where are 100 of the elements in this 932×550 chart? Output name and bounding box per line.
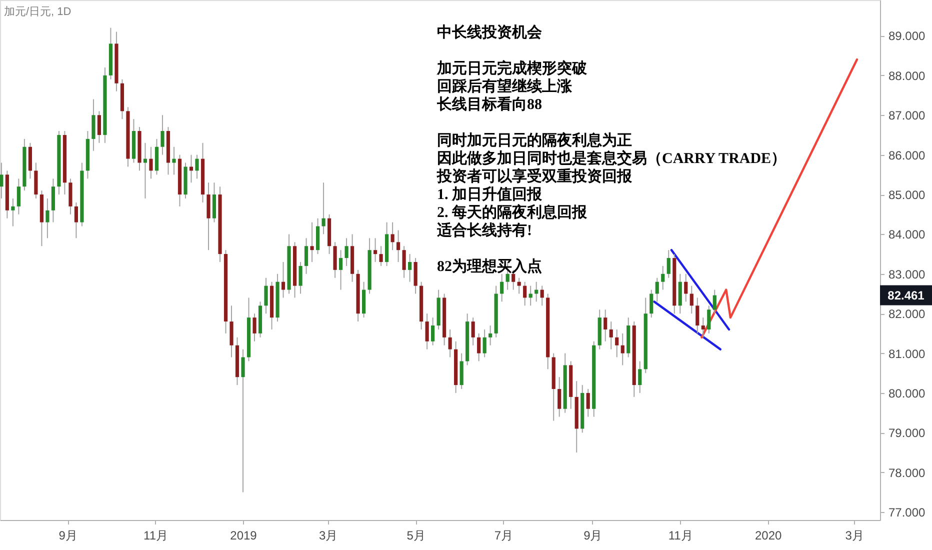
candlestick — [230, 305, 234, 358]
x-tick-label: 3月 — [845, 528, 864, 542]
candlestick — [517, 277, 521, 294]
candlestick — [310, 222, 314, 262]
candlestick — [471, 317, 475, 346]
x-tick-label: 2019 — [230, 528, 258, 542]
y-tick-label: 89.000 — [888, 29, 926, 44]
candlestick — [16, 178, 20, 215]
y-tick-label: 78.000 — [888, 466, 926, 480]
candlestick — [298, 261, 302, 294]
candlestick — [172, 146, 176, 176]
candlestick — [322, 182, 326, 235]
x-tick-label: 11月 — [668, 528, 693, 542]
candlestick — [316, 218, 320, 255]
candlestick — [604, 309, 608, 342]
candlestick — [528, 285, 532, 306]
candlestick — [696, 297, 700, 334]
text: 加元/日元, 1D — [4, 5, 72, 18]
candlestick — [523, 281, 527, 306]
candlestick — [488, 324, 492, 346]
candlestick — [396, 230, 400, 262]
candlestick — [414, 258, 418, 294]
candlestick — [477, 332, 481, 362]
annotation: 2. 每天的隔夜利息回报 — [437, 203, 588, 221]
candlestick — [661, 265, 665, 290]
y-tick-label: 83.000 — [888, 267, 926, 282]
x-tick-label: 9月 — [584, 528, 602, 542]
text: 82.461 — [888, 288, 925, 302]
candlestick — [379, 246, 383, 266]
candlestick — [46, 198, 50, 239]
candlestick — [338, 250, 343, 290]
annotation: 回踩后有望继续上涨 — [437, 77, 573, 95]
y-tick-label: 86.000 — [888, 148, 926, 162]
candlestick — [11, 198, 15, 227]
candlestick — [666, 250, 670, 278]
candlestick — [402, 246, 406, 278]
candlestick — [74, 202, 78, 239]
candlestick — [390, 222, 394, 251]
candlestick — [97, 110, 102, 144]
candlestick — [304, 238, 308, 274]
candlestick — [650, 289, 654, 318]
annotation: 适合长线持有! — [436, 222, 532, 239]
candlestick — [609, 321, 613, 350]
annotation: 82为理想买入点 — [437, 258, 542, 275]
y-tick-label: 81.000 — [888, 346, 926, 361]
annotation: 中长线投资机会 — [437, 24, 543, 41]
candlestick — [690, 285, 694, 314]
x-tick-label: 3月 — [319, 528, 338, 542]
candlestick — [0, 162, 4, 199]
x-tick-label: 7月 — [494, 528, 514, 542]
y-tick-label: 88.000 — [888, 68, 926, 83]
x-tick-label: 2020 — [754, 528, 782, 542]
candlestick — [252, 313, 256, 342]
annotation: 因此做多加日同时也是套息交易（CARRY TRADE） — [437, 149, 786, 167]
candlestick — [154, 138, 159, 176]
annotation: 同时加元日元的隔夜利息为正 — [437, 131, 632, 149]
candlestick — [701, 317, 705, 338]
candlestick — [408, 254, 412, 282]
candlestick — [264, 277, 268, 314]
candlestick — [500, 273, 504, 302]
x-tick-label: 9月 — [58, 528, 78, 542]
candlestick — [212, 182, 216, 223]
candlestick — [540, 285, 544, 306]
candlestick — [615, 328, 619, 358]
candlestick — [92, 98, 96, 152]
candlestick — [34, 162, 38, 199]
annotation: 长线目标看向88 — [436, 96, 542, 113]
candlestick — [586, 388, 590, 418]
candlestick — [448, 328, 452, 358]
candlestick — [431, 317, 435, 346]
candlestick — [655, 277, 659, 302]
y-tick-label: 87.000 — [888, 108, 926, 123]
y-tick-label: 84.000 — [888, 228, 926, 242]
candlestick — [160, 114, 164, 156]
candlestick — [28, 142, 32, 180]
candlestick — [333, 242, 337, 278]
y-tick-label: 77.000 — [888, 506, 926, 520]
annotation: 加元日元完成楔形突破 — [436, 59, 588, 77]
candlestick — [281, 261, 286, 298]
y-tick-label: 79.000 — [888, 426, 926, 440]
candlestick — [195, 154, 199, 180]
candlestick — [149, 146, 153, 180]
candlestick — [373, 238, 378, 262]
y-tick-label: 80.000 — [888, 386, 926, 400]
candlestick — [51, 178, 56, 223]
candlestick — [241, 348, 245, 493]
candlestick — [362, 281, 366, 318]
y-tick-label: 85.000 — [888, 188, 926, 202]
candlestick — [482, 328, 486, 358]
candlestick — [189, 154, 194, 184]
candlestick — [712, 289, 716, 314]
annotation: 1. 加日升值回报 — [437, 186, 543, 203]
x-tick-label: 5月 — [406, 528, 426, 542]
candlestick — [425, 313, 429, 350]
y-tick-label: 82.000 — [888, 307, 926, 322]
candlestick — [620, 332, 624, 366]
candlestick — [638, 360, 642, 394]
annotation: 投资者可以享受双重投资回报 — [436, 167, 633, 185]
candlestick — [344, 238, 348, 266]
candlestick — [460, 352, 464, 390]
